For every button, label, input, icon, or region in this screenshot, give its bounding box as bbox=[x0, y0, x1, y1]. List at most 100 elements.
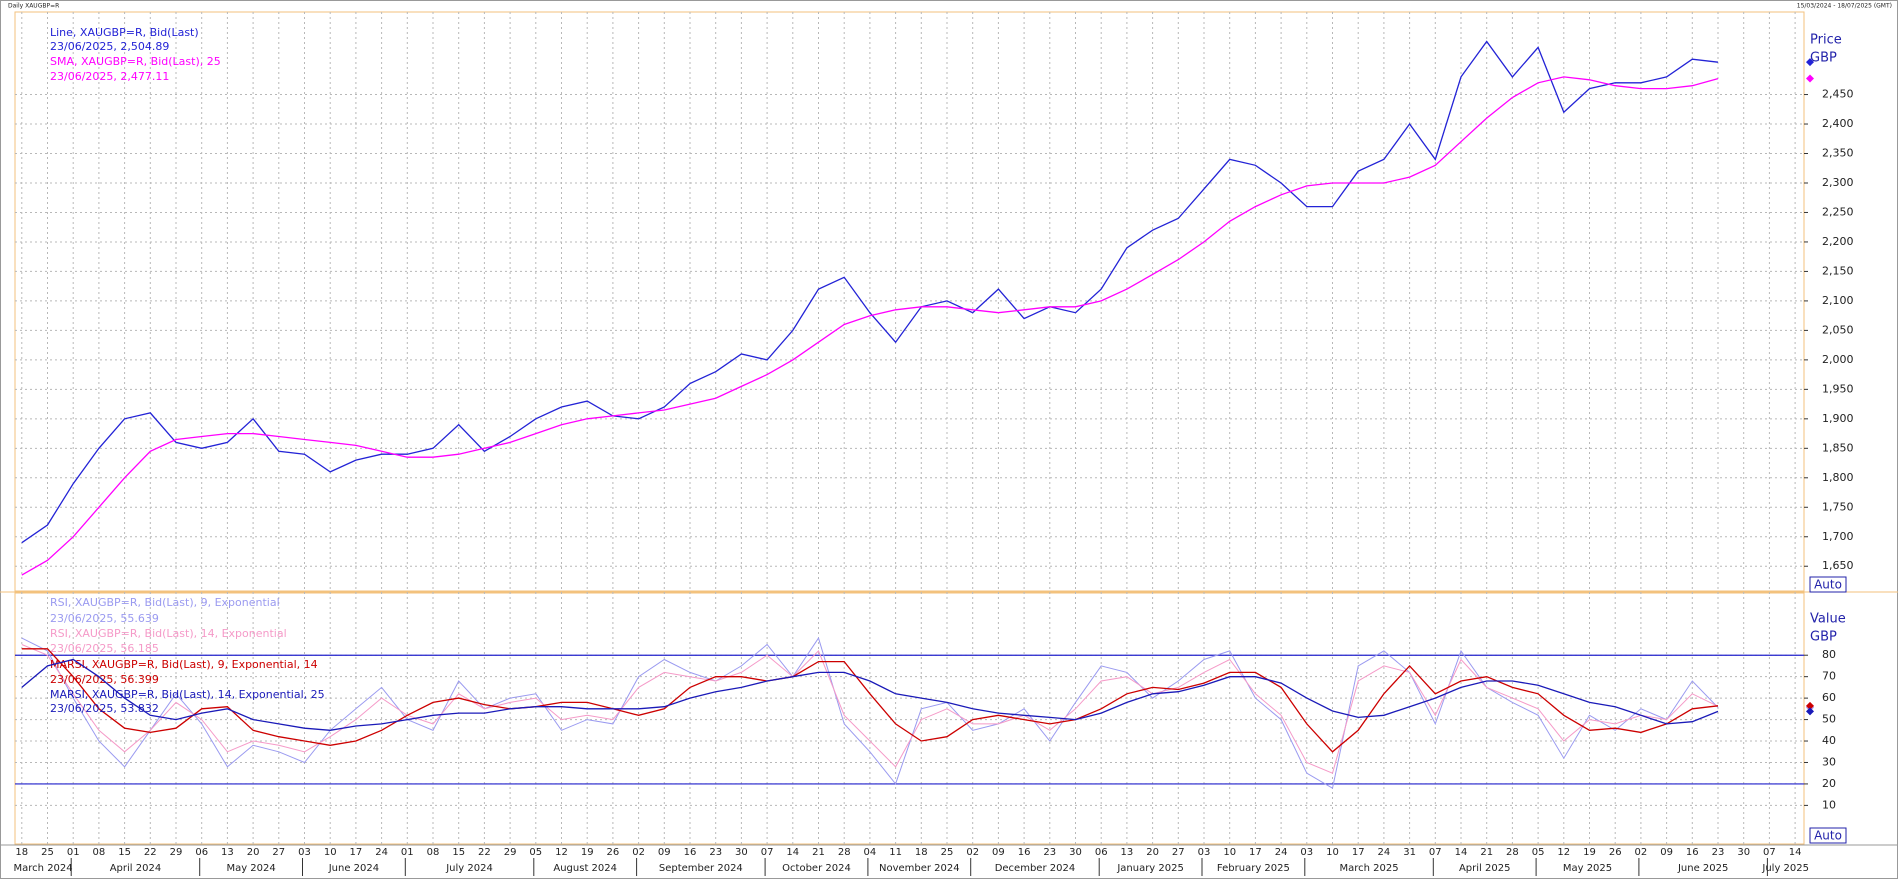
month-label: July 2024 bbox=[445, 863, 493, 874]
last-value-marker bbox=[1806, 74, 1814, 83]
x-tick-label: 10 bbox=[1223, 847, 1236, 858]
x-tick-label: 07 bbox=[1763, 847, 1776, 858]
y-tick-label: 2,050 bbox=[1822, 323, 1854, 336]
y-axis-label: GBP bbox=[1810, 51, 1837, 66]
x-tick-label: 28 bbox=[838, 847, 851, 858]
legend-value: 23/06/2025, 2,504.89 bbox=[50, 40, 169, 53]
x-tick-label: 23 bbox=[709, 847, 722, 858]
y-tick-label: 70 bbox=[1822, 670, 1836, 683]
x-tick-label: 14 bbox=[1789, 847, 1802, 858]
x-tick-label: 02 bbox=[632, 847, 645, 858]
x-tick-label: 18 bbox=[915, 847, 928, 858]
x-tick-label: 18 bbox=[15, 847, 28, 858]
x-tick-label: 17 bbox=[350, 847, 363, 858]
last-value-marker bbox=[1806, 58, 1814, 67]
x-tick-label: 01 bbox=[67, 847, 80, 858]
x-tick-label: 29 bbox=[504, 847, 517, 858]
y-tick-label: 1,900 bbox=[1822, 412, 1854, 425]
x-tick-label: 08 bbox=[427, 847, 440, 858]
x-tick-label: 20 bbox=[1146, 847, 1159, 858]
legend-label: RSI, XAUGBP=R, Bid(Last), 14, Exponentia… bbox=[50, 627, 287, 640]
y-tick-label: 80 bbox=[1822, 648, 1836, 661]
series-line bbox=[21, 658, 1719, 731]
month-label: August 2024 bbox=[553, 863, 617, 874]
date-range: 15/03/2024 - 18/07/2025 (GMT) bbox=[1797, 3, 1892, 10]
month-label: June 2024 bbox=[328, 863, 379, 874]
y-tick-label: 1,950 bbox=[1822, 382, 1854, 395]
price-pane bbox=[14, 11, 1805, 592]
scale-button[interactable] bbox=[1809, 576, 1847, 593]
y-tick-label: 60 bbox=[1822, 691, 1836, 704]
x-tick-label: 24 bbox=[1275, 847, 1288, 858]
y-tick-label: 1,750 bbox=[1822, 500, 1854, 513]
y-tick-label: 1,800 bbox=[1822, 471, 1854, 484]
legend-value: 23/06/2025, 53.832 bbox=[50, 702, 159, 715]
y-axis-label: Price bbox=[1810, 33, 1842, 48]
legend-value: 23/06/2025, 2,477.11 bbox=[50, 70, 169, 83]
x-tick-label: 09 bbox=[1660, 847, 1673, 858]
x-tick-label: 22 bbox=[478, 847, 491, 858]
x-tick-label: 15 bbox=[118, 847, 131, 858]
scale-mode: Auto bbox=[1814, 578, 1842, 592]
y-tick-label: 2,200 bbox=[1822, 235, 1854, 248]
y-tick-label: 2,400 bbox=[1822, 117, 1854, 130]
x-tick-label: 01 bbox=[401, 847, 414, 858]
y-tick-label: 2,150 bbox=[1822, 264, 1854, 277]
month-label: April 2024 bbox=[110, 863, 161, 874]
scale-mode: Auto bbox=[1814, 829, 1842, 843]
x-tick-label: 17 bbox=[1249, 847, 1262, 858]
legend-label: Line, XAUGBP=R, Bid(Last) bbox=[50, 26, 199, 39]
y-tick-label: 2,450 bbox=[1822, 88, 1854, 101]
x-tick-label: 21 bbox=[1480, 847, 1493, 858]
x-tick-label: 30 bbox=[1069, 847, 1082, 858]
legend-label: SMA, XAUGBP=R, Bid(Last), 25 bbox=[50, 55, 221, 68]
x-tick-label: 10 bbox=[1326, 847, 1339, 858]
x-tick-label: 26 bbox=[607, 847, 620, 858]
month-label: November 2024 bbox=[879, 863, 960, 874]
x-tick-label: 21 bbox=[812, 847, 825, 858]
x-tick-label: 13 bbox=[221, 847, 234, 858]
month-label: June 2025 bbox=[1677, 863, 1728, 874]
x-tick-label: 23 bbox=[1712, 847, 1725, 858]
legend-label: MARSI, XAUGBP=R, Bid(Last), 9, Exponenti… bbox=[50, 658, 318, 671]
x-tick-label: 24 bbox=[1378, 847, 1391, 858]
month-label: March 2025 bbox=[1339, 863, 1398, 874]
legend-value: 23/06/2025, 56.399 bbox=[50, 673, 159, 686]
x-tick-label: 05 bbox=[1532, 847, 1545, 858]
series-line bbox=[21, 40, 1719, 544]
x-tick-label: 10 bbox=[324, 847, 337, 858]
chart-title: Daily XAUGBP=R bbox=[8, 3, 59, 10]
y-tick-label: 2,350 bbox=[1822, 147, 1854, 160]
y-axis-label: GBP bbox=[1810, 630, 1837, 645]
x-tick-label: 30 bbox=[1737, 847, 1750, 858]
x-tick-label: 05 bbox=[529, 847, 542, 858]
x-tick-label: 06 bbox=[1095, 847, 1108, 858]
x-tick-label: 29 bbox=[170, 847, 183, 858]
scale-button[interactable] bbox=[1809, 827, 1847, 844]
x-tick-label: 15 bbox=[452, 847, 465, 858]
y-tick-label: 1,700 bbox=[1822, 530, 1854, 543]
legend-label: MARSI, XAUGBP=R, Bid(Last), 14, Exponent… bbox=[50, 688, 325, 701]
x-tick-label: 09 bbox=[992, 847, 1005, 858]
series-line bbox=[21, 648, 1719, 753]
month-label: May 2025 bbox=[1563, 863, 1612, 874]
y-tick-label: 2,300 bbox=[1822, 176, 1854, 189]
series-line bbox=[21, 76, 1719, 576]
x-tick-label: 04 bbox=[864, 847, 877, 858]
x-tick-label: 27 bbox=[1172, 847, 1185, 858]
y-tick-label: 2,000 bbox=[1822, 353, 1854, 366]
month-label: September 2024 bbox=[659, 863, 743, 874]
month-label: May 2024 bbox=[226, 863, 275, 874]
y-axis-label: Value bbox=[1810, 612, 1846, 627]
month-label: March 2024 bbox=[14, 863, 73, 874]
x-tick-label: 27 bbox=[272, 847, 285, 858]
x-tick-label: 03 bbox=[298, 847, 311, 858]
y-tick-label: 2,250 bbox=[1822, 205, 1854, 218]
month-label: April 2025 bbox=[1459, 863, 1510, 874]
x-tick-label: 20 bbox=[247, 847, 260, 858]
legend-value: 23/06/2025, 55.639 bbox=[50, 612, 159, 625]
legend-label: RSI, XAUGBP=R, Bid(Last), 9, Exponential bbox=[50, 596, 280, 609]
x-tick-label: 23 bbox=[1043, 847, 1056, 858]
